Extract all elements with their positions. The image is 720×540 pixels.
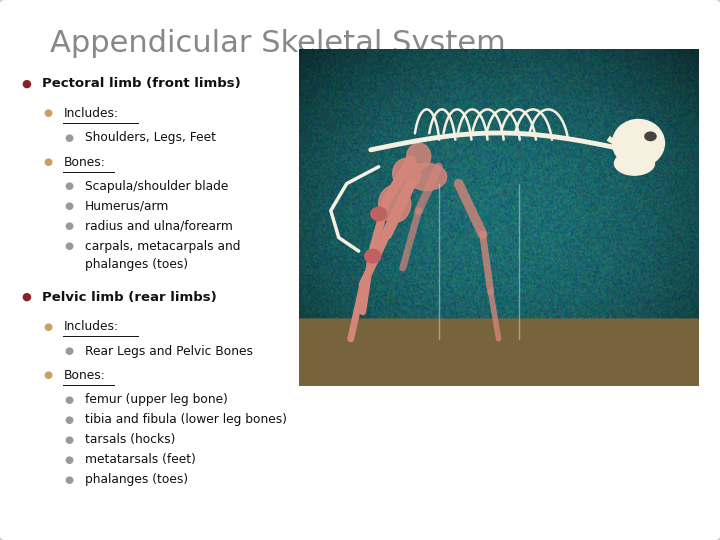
Text: Pectoral limb (front limbs): Pectoral limb (front limbs) xyxy=(42,77,240,90)
Ellipse shape xyxy=(614,152,654,175)
Text: tibia and fibula (lower leg bones): tibia and fibula (lower leg bones) xyxy=(85,413,287,426)
Text: ●: ● xyxy=(65,415,73,424)
Text: Pelvic limb (rear limbs): Pelvic limb (rear limbs) xyxy=(42,291,217,303)
Ellipse shape xyxy=(613,119,665,167)
Text: femur (upper leg bone): femur (upper leg bone) xyxy=(85,393,228,406)
Ellipse shape xyxy=(645,132,656,140)
Text: ●: ● xyxy=(65,346,73,356)
Text: ●: ● xyxy=(43,370,52,380)
Text: Includes:: Includes: xyxy=(63,320,118,333)
Ellipse shape xyxy=(392,158,420,188)
Text: phalanges (toes): phalanges (toes) xyxy=(85,473,188,486)
Text: ●: ● xyxy=(43,322,52,332)
Ellipse shape xyxy=(365,249,381,263)
Text: radius and ulna/forearm: radius and ulna/forearm xyxy=(85,220,233,233)
Text: tarsals (hocks): tarsals (hocks) xyxy=(85,433,176,446)
Text: phalanges (toes): phalanges (toes) xyxy=(85,258,188,271)
Text: ●: ● xyxy=(65,455,73,464)
Text: ●: ● xyxy=(65,475,73,484)
Text: metatarsals (feet): metatarsals (feet) xyxy=(85,453,196,466)
Text: ●: ● xyxy=(22,79,32,89)
Text: Rear Legs and Pelvic Bones: Rear Legs and Pelvic Bones xyxy=(85,345,253,357)
Ellipse shape xyxy=(379,185,410,222)
Text: Humerus/arm: Humerus/arm xyxy=(85,200,169,213)
Text: Scapula/shoulder blade: Scapula/shoulder blade xyxy=(85,180,228,193)
Text: Bones:: Bones: xyxy=(63,156,105,168)
Ellipse shape xyxy=(371,207,387,221)
Text: ●: ● xyxy=(65,241,73,251)
Text: ●: ● xyxy=(65,133,73,143)
Ellipse shape xyxy=(407,163,446,191)
Text: Shoulders, Legs, Feet: Shoulders, Legs, Feet xyxy=(85,131,216,144)
Text: Bones:: Bones: xyxy=(63,369,105,382)
Text: ●: ● xyxy=(43,157,52,167)
Text: carpals, metacarpals and: carpals, metacarpals and xyxy=(85,240,240,253)
Ellipse shape xyxy=(407,143,431,170)
Text: ●: ● xyxy=(65,221,73,231)
Text: ●: ● xyxy=(22,292,32,302)
Text: ●: ● xyxy=(65,201,73,211)
Text: ●: ● xyxy=(43,109,52,118)
Text: ●: ● xyxy=(65,395,73,404)
Text: Includes:: Includes: xyxy=(63,107,118,120)
Text: ●: ● xyxy=(65,435,73,444)
Text: ●: ● xyxy=(65,181,73,191)
Text: Appendicular Skeletal System: Appendicular Skeletal System xyxy=(50,29,506,58)
